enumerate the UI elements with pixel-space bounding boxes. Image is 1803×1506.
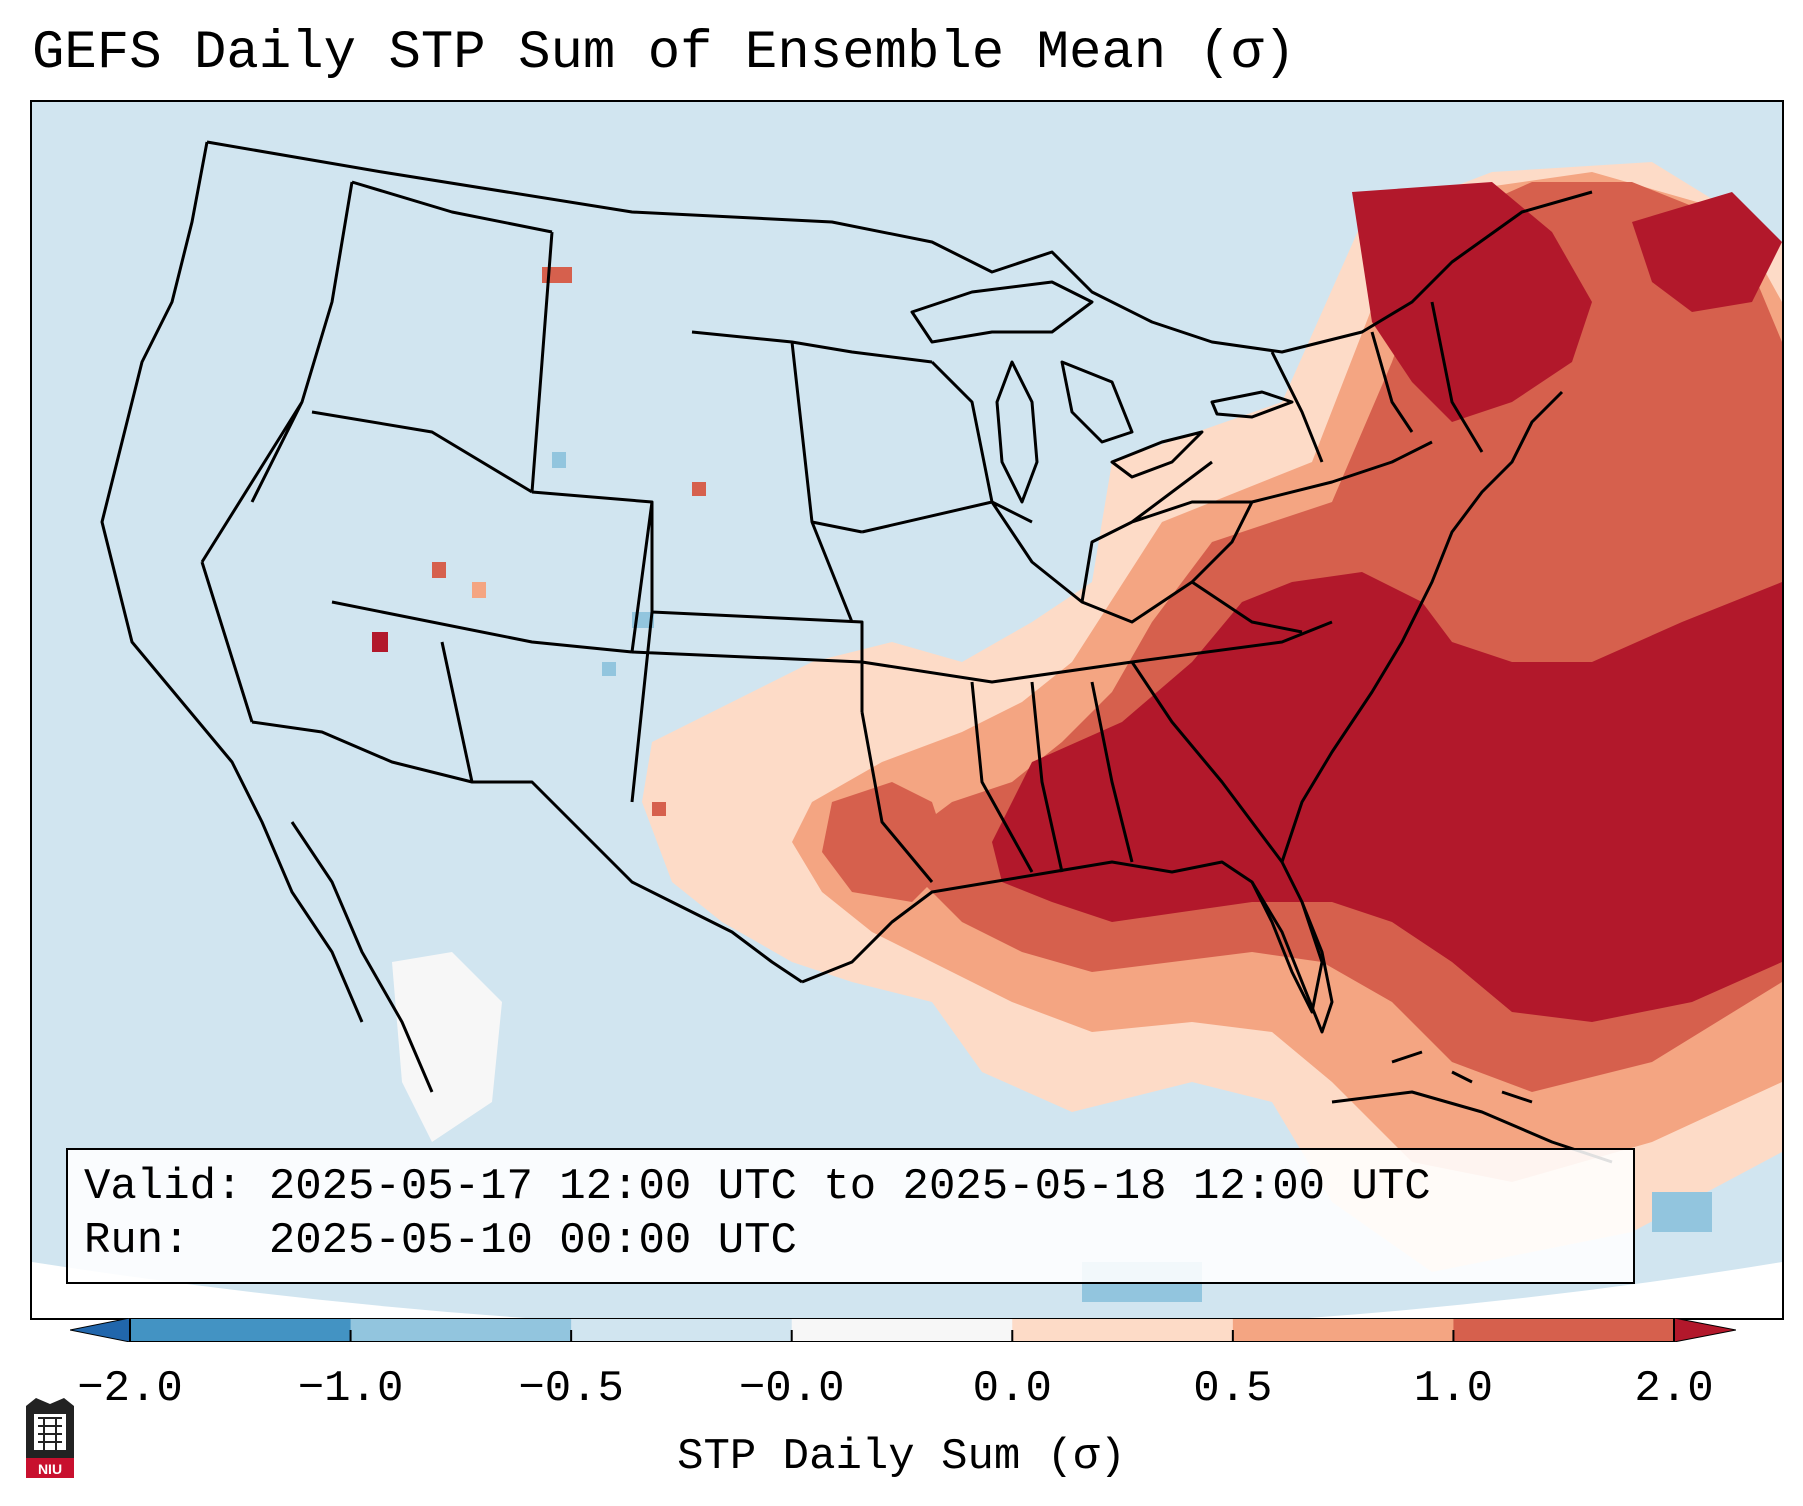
- map-svg: [32, 102, 1782, 1318]
- colorbar-bin: [350, 1318, 572, 1342]
- us-canada-border: [206, 140, 1593, 354]
- niu-logo: NIU: [26, 1398, 74, 1478]
- colorbar-bin: [791, 1318, 1013, 1342]
- colorbar-bin: [130, 1318, 352, 1342]
- florida: [1250, 881, 1334, 1034]
- map-panel: [30, 100, 1784, 1320]
- valid-label: Valid:: [84, 1162, 243, 1212]
- lake-huron: [1060, 360, 1134, 444]
- logo-text: NIU: [38, 1461, 62, 1477]
- run-value: 2025-05-10 00:00 UTC: [268, 1216, 797, 1266]
- colorbar-bin: [1453, 1318, 1675, 1342]
- speck: [652, 802, 666, 816]
- colorbar-tick-label: −0.5: [518, 1364, 624, 1414]
- state-lines: [200, 180, 1484, 883]
- west-coast: [100, 141, 364, 1023]
- chart-title: GEFS Daily STP Sum of Ensemble Mean (σ): [32, 23, 1296, 84]
- valid-value: 2025-05-17 12:00 UTC to 2025-05-18 12:00…: [268, 1162, 1431, 1212]
- gulf-coast: [801, 860, 1324, 1014]
- colorbar-bin: [1232, 1318, 1454, 1342]
- speck: [372, 632, 388, 652]
- colorbar-bin: [571, 1318, 793, 1342]
- colorbar-bin: [1012, 1318, 1234, 1342]
- us-mexico-border: [251, 720, 803, 984]
- valid-row: Valid: 2025-05-17 12:00 UTC to 2025-05-1…: [84, 1160, 1431, 1214]
- anomaly-negative-cuba: [1652, 1192, 1712, 1232]
- colorbar-tick-label: 0.0: [972, 1364, 1052, 1414]
- anomaly-max-core: [992, 572, 1782, 1022]
- lake-ontario: [1210, 390, 1294, 419]
- lake-superior: [910, 280, 1094, 344]
- east-coast: [1280, 390, 1564, 863]
- anomaly-max-canada: [1352, 182, 1592, 422]
- anomaly-plains: [822, 782, 952, 902]
- bahamas: [1391, 1050, 1533, 1104]
- colorbar-extend-low: [70, 1318, 131, 1342]
- run-label: Run:: [84, 1216, 190, 1266]
- boundaries: [100, 140, 1613, 1164]
- run-row: Run: 2025-05-10 00:00 UTC: [84, 1214, 797, 1268]
- colorbar-tick-label: −2.0: [77, 1364, 183, 1414]
- anomaly-neutral-baja: [392, 952, 502, 1142]
- speck: [432, 562, 446, 578]
- colorbar-tick-label: 0.5: [1193, 1364, 1273, 1414]
- valid-time-box: Valid: 2025-05-17 12:00 UTC to 2025-05-1…: [66, 1148, 1635, 1284]
- speck: [692, 482, 706, 496]
- colorbar-extend-high: [1673, 1318, 1736, 1342]
- colorbar-tick-label: 1.0: [1413, 1364, 1494, 1414]
- speck: [602, 662, 616, 676]
- colorbar-tick-label: −1.0: [297, 1364, 404, 1414]
- speck: [552, 452, 566, 468]
- colorbar-tick-label: −0.0: [738, 1364, 845, 1414]
- colorbar-label: STP Daily Sum (σ): [677, 1432, 1126, 1482]
- anomaly-max-maritimes: [1632, 192, 1782, 312]
- lake-erie: [1110, 430, 1204, 479]
- colorbar: [70, 1318, 1736, 1342]
- speck: [472, 582, 486, 598]
- speck: [542, 267, 572, 283]
- colorbar-tick-label: 2.0: [1634, 1364, 1714, 1414]
- lake-michigan: [995, 360, 1039, 504]
- baja-coast: [290, 821, 434, 1093]
